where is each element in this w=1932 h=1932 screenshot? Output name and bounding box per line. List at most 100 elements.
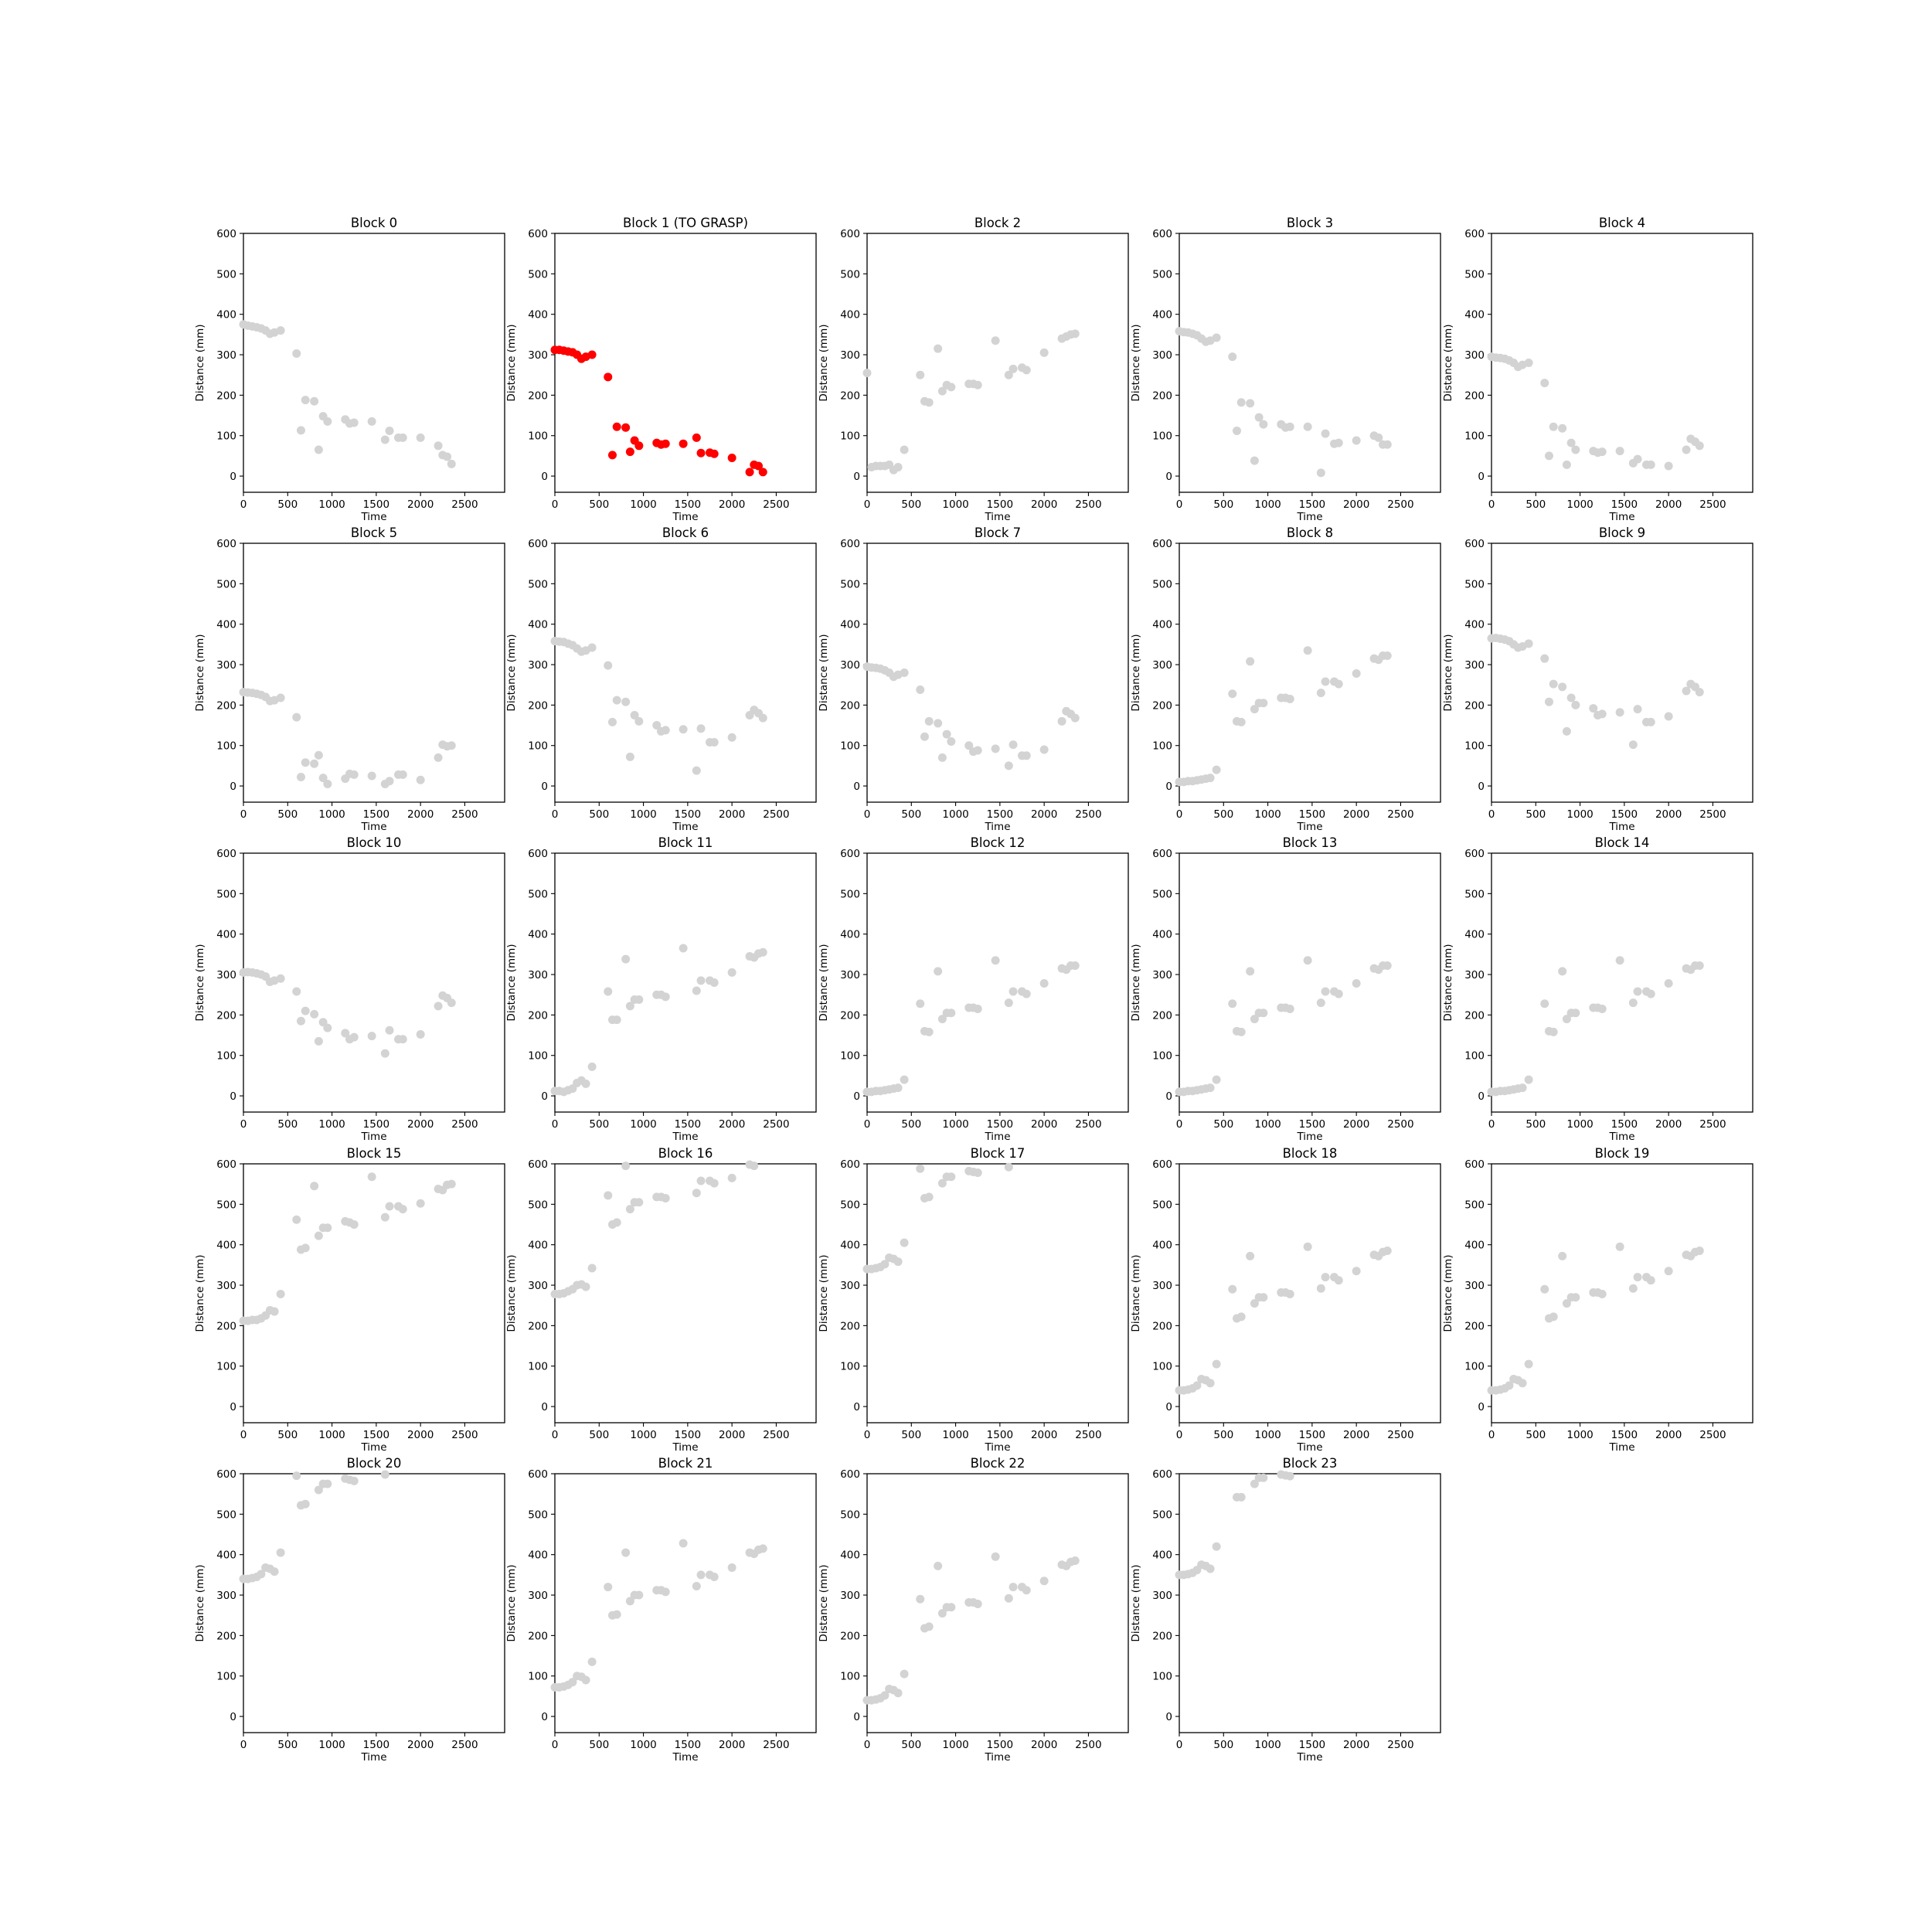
scatter-points [239,688,456,788]
data-point [1628,1284,1638,1293]
y-tick-label: 500 [1152,578,1172,590]
data-point [349,1220,359,1230]
data-point [1597,447,1607,457]
x-tick-label: 1000 [318,1429,345,1441]
axes-frame [866,1473,1129,1733]
y-axis-label: Distance (mm) [505,324,518,401]
subplot-block-18: Block 18 0 500 1000 1500 2000 2500 0 100 200 300 40… [1130,1146,1441,1454]
y-tick-label: 600 [840,538,860,550]
x-axis-label: Time [360,821,386,833]
data-point [1212,1542,1221,1551]
y-tick-label: 300 [216,349,236,362]
y-tick-label: 400 [840,929,860,941]
x-tick-label: 2500 [763,498,789,511]
y-axis-label: Distance (mm) [1442,944,1454,1021]
y-tick-label: 400 [528,1240,548,1252]
data-point [1695,441,1704,451]
y-tick-label: 400 [216,1549,236,1562]
data-point [947,736,956,746]
data-point [973,1168,982,1178]
scatter-points [239,1470,389,1583]
subplot-title: Block 14 [1595,835,1650,850]
y-tick-label: 600 [1152,1158,1172,1171]
x-tick-label: 0 [1176,1429,1183,1441]
data-point [1236,1027,1246,1036]
scatter-points [239,968,456,1058]
data-point [696,724,706,733]
x-tick-label: 1000 [630,1739,656,1751]
x-tick-label: 2000 [1343,1429,1369,1441]
x-tick-label: 2500 [451,1739,478,1751]
x-tick-label: 500 [1526,808,1546,821]
x-tick-label: 0 [240,808,247,821]
x-tick-label: 1500 [987,1118,1013,1131]
data-point [292,713,301,722]
data-point [1558,1251,1567,1260]
scatter-points [1487,956,1704,1097]
scatter-points [1487,1242,1704,1395]
data-point [1352,669,1361,679]
x-tick-label: 2500 [1075,1429,1101,1441]
y-tick-label: 600 [528,1158,548,1171]
x-tick-label: 1000 [1254,1429,1281,1441]
data-point [1228,352,1237,362]
data-point [1633,705,1642,714]
data-point [1571,445,1580,454]
axes-frame [1491,233,1753,493]
y-tick-label: 600 [528,538,548,550]
x-tick-label: 2500 [1699,1118,1726,1131]
data-point [934,344,943,353]
data-point [349,1032,359,1042]
x-tick-label: 500 [589,1429,609,1441]
y-tick-label: 0 [541,1090,548,1103]
subplot-title: Block 12 [971,835,1026,850]
x-tick-label: 2000 [407,1429,434,1441]
y-tick-label: 300 [1152,349,1172,362]
x-axis-label: Time [1296,1441,1322,1454]
data-point [947,1603,956,1612]
data-point [661,439,670,448]
y-tick-label: 100 [528,430,548,443]
x-tick-label: 1000 [942,498,968,511]
subplot-block-8: Block 8 0 500 1000 1500 2000 2500 0 100 200 300 400… [1130,526,1441,833]
x-tick-label: 500 [901,1739,921,1751]
data-point [1212,1359,1221,1369]
data-point [301,1243,310,1253]
data-point [1524,639,1533,648]
data-point [1597,1290,1607,1299]
data-point [1206,774,1215,783]
data-point [1228,689,1237,699]
y-tick-label: 500 [528,1509,548,1521]
y-tick-label: 600 [840,1158,860,1171]
x-tick-label: 0 [552,808,559,821]
scatter-points [550,345,767,477]
axes-frame [554,1473,817,1733]
y-tick-label: 300 [1464,969,1485,981]
data-point [916,999,925,1009]
subplot-block-0: Block 0 0 500 1000 1500 2000 2500 0 100 200 300 400… [194,216,505,523]
x-tick-label: 0 [240,1118,247,1131]
y-tick-label: 500 [528,268,548,281]
y-tick-label: 400 [528,309,548,321]
data-point [692,1582,701,1591]
data-point [727,968,736,977]
data-point [679,439,688,448]
y-tick-label: 300 [1152,1280,1172,1292]
data-point [434,441,443,451]
data-point [1695,688,1704,697]
y-tick-label: 600 [216,1468,236,1481]
x-tick-label: 2500 [451,498,478,511]
data-point [1352,436,1361,445]
data-point [1070,1556,1080,1566]
x-tick-label: 2000 [1031,808,1057,821]
data-point [314,1231,323,1240]
data-point [1566,693,1576,702]
axes-frame [554,543,817,803]
data-point [380,435,389,444]
data-point [314,1485,323,1495]
data-point [1374,433,1383,442]
y-axis-label: Distance (mm) [505,1564,518,1641]
x-tick-label: 0 [1176,1739,1183,1751]
data-point [1070,713,1080,723]
data-point [973,380,982,389]
